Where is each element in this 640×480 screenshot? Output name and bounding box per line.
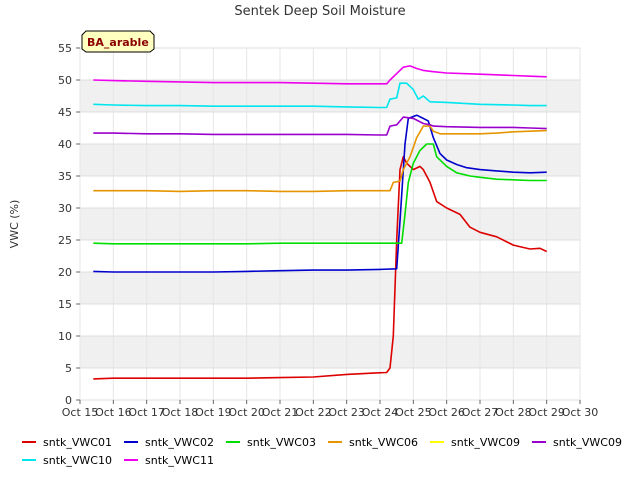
- series-line-sntk-vwc03: [93, 143, 547, 245]
- y-tick-label: 50: [58, 74, 72, 87]
- x-tick-label: Oct 23: [328, 406, 365, 419]
- x-tick-label: Oct 18: [162, 406, 199, 419]
- x-tick-label: Oct 25: [395, 406, 432, 419]
- badge-shape: [81, 30, 155, 53]
- x-tick-label: Oct 19: [195, 406, 232, 419]
- legend-label: sntk_VWC09: [451, 436, 520, 449]
- x-tick-label: Oct 17: [128, 406, 165, 419]
- x-tick-label: Oct 26: [428, 406, 465, 419]
- plot-lines: [93, 65, 548, 380]
- y-axis-label: VWC (%): [8, 200, 21, 249]
- x-tick-label: Oct 15: [62, 406, 99, 419]
- grid-band: [80, 208, 580, 240]
- y-tick-label: 35: [58, 170, 72, 183]
- x-tick-label: Oct 22: [295, 406, 332, 419]
- x-tick-label: Oct 30: [562, 406, 599, 419]
- y-tick-label: 45: [58, 106, 72, 119]
- legend-label: sntk_VWC06: [349, 436, 418, 449]
- legend: sntk_VWC01 sntk_VWC02 sntk_VWC03 sntk_VWC06…: [22, 436, 622, 467]
- series-line-sntk-vwc09: [93, 116, 547, 136]
- y-tick-label: 30: [58, 202, 72, 215]
- legend-label: sntk_VWC10: [43, 454, 112, 467]
- series-line-sntk-vwc01: [93, 156, 548, 380]
- y-tick-label: 20: [58, 266, 72, 279]
- x-tick-label: Oct 29: [528, 406, 565, 419]
- y-axis: 0 5 10 15 20 25 30 35 40 45 50 55: [58, 42, 80, 407]
- y-tick-label: 25: [58, 234, 72, 247]
- x-tick-label: Oct 16: [95, 406, 132, 419]
- legend-label: sntk_VWC01: [43, 436, 112, 449]
- y-tick-label: 0: [65, 394, 72, 407]
- y-tick-label: 40: [58, 138, 72, 151]
- grid-band: [80, 336, 580, 368]
- x-tick-label: Oct 21: [262, 406, 299, 419]
- chart-title: Sentek Deep Soil Moisture: [234, 4, 405, 19]
- series-line-sntk-vwc10: [93, 82, 547, 109]
- x-tick-label: Oct 24: [362, 406, 399, 419]
- x-tick-label: Oct 27: [462, 406, 499, 419]
- legend-label: sntk_VWC09: [553, 436, 622, 449]
- grid-band: [80, 272, 580, 304]
- series-line-sntk-vwc11: [93, 65, 547, 85]
- y-tick-label: 10: [58, 330, 72, 343]
- plot-background: [79, 47, 581, 401]
- badge-label: BA_arable: [87, 36, 149, 49]
- y-tick-label: 55: [58, 42, 72, 55]
- x-tick-label: Oct 20: [228, 406, 265, 419]
- legend-label: sntk_VWC03: [247, 436, 316, 449]
- y-tick-label: 15: [58, 298, 72, 311]
- series-line-sntk-vwc06: [93, 125, 547, 193]
- legend-label: sntk_VWC02: [145, 436, 214, 449]
- legend-label: sntk_VWC11: [145, 454, 214, 467]
- site-badge: BA_arable: [81, 30, 155, 53]
- y-tick-label: 5: [65, 362, 72, 375]
- x-tick-label: Oct 28: [495, 406, 532, 419]
